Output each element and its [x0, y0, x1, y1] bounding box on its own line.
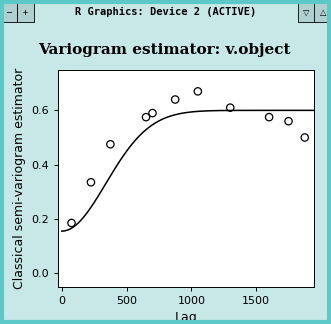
Point	[172, 97, 178, 102]
Bar	[298, 3, 315, 22]
Y-axis label: Classical semi-variogram estimator: Classical semi-variogram estimator	[13, 68, 25, 289]
Text: △: △	[319, 8, 326, 17]
Text: R Graphics: Device 2 (ACTIVE): R Graphics: Device 2 (ACTIVE)	[75, 7, 256, 17]
Point	[286, 119, 291, 124]
Point	[266, 115, 272, 120]
Point	[143, 115, 149, 120]
Point	[228, 105, 233, 110]
Point	[150, 110, 155, 116]
Text: ▽: ▽	[303, 8, 309, 17]
Point	[69, 220, 74, 226]
Bar	[17, 3, 34, 22]
Point	[88, 180, 94, 185]
Text: Variogram estimator: v.object: Variogram estimator: v.object	[38, 43, 291, 57]
Bar	[0, 3, 17, 22]
Text: +: +	[22, 8, 27, 17]
X-axis label: Lag: Lag	[175, 311, 198, 324]
Point	[302, 135, 307, 140]
Text: ─: ─	[6, 8, 11, 17]
Point	[108, 142, 113, 147]
Point	[195, 89, 201, 94]
Bar	[314, 3, 331, 22]
